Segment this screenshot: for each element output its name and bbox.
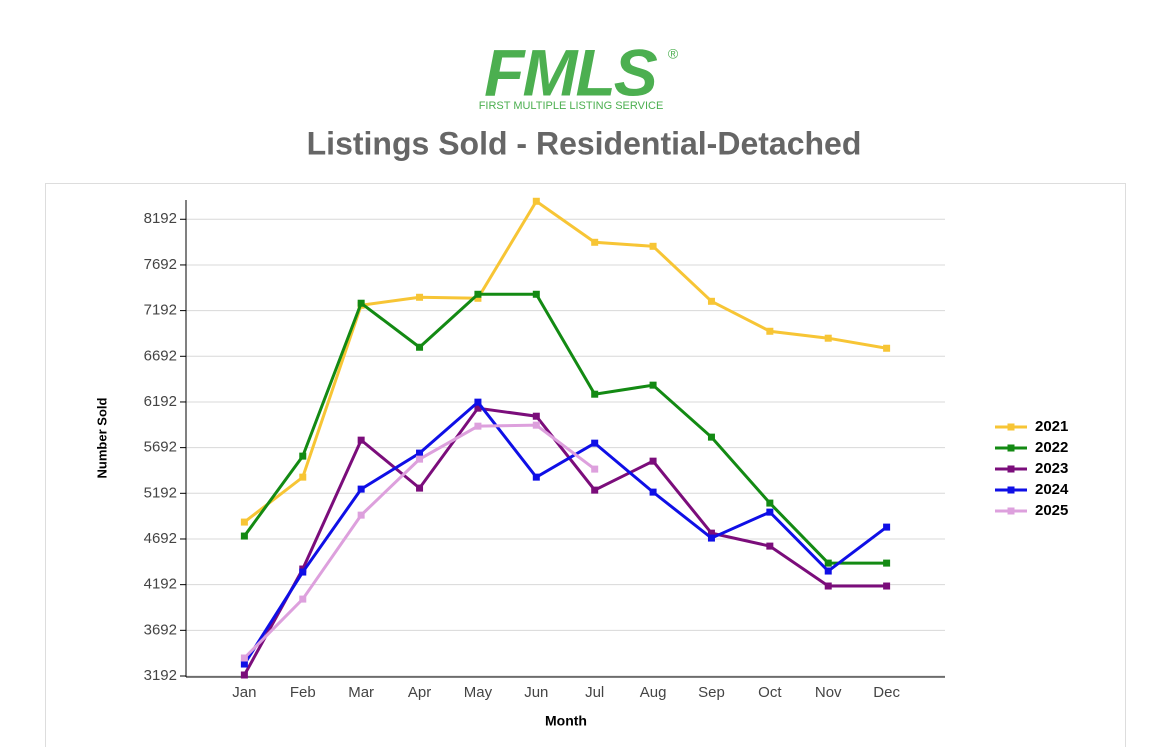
logo-mark: ®	[668, 46, 679, 62]
point	[591, 465, 599, 473]
legend-marker	[1007, 465, 1015, 473]
x-tick-label: Oct	[758, 684, 782, 701]
series-line	[243, 399, 888, 665]
point	[299, 595, 307, 603]
point	[883, 523, 891, 531]
point	[240, 671, 248, 679]
point	[474, 422, 482, 430]
point	[591, 439, 599, 447]
point	[299, 452, 307, 460]
x-tick-label: Jun	[524, 684, 548, 701]
point	[824, 334, 832, 342]
point	[707, 297, 715, 305]
x-tick-label: Nov	[815, 684, 842, 701]
chart-frame	[45, 183, 1126, 752]
chart-title: Listings Sold - Residential-Detached	[307, 125, 862, 161]
point	[416, 449, 424, 457]
point	[532, 290, 540, 298]
point	[649, 457, 657, 465]
legend-label: 2022	[1035, 439, 1068, 456]
y-tick-label: 5692	[144, 439, 177, 456]
point	[883, 559, 891, 567]
y-tick-label: 3192	[144, 667, 177, 684]
logo-tagline: FIRST MULTIPLE LISTING SERVICE	[479, 100, 664, 112]
x-tick-label: Feb	[290, 684, 316, 701]
point	[532, 473, 540, 481]
point	[649, 242, 657, 250]
y-tick-label: 4692	[144, 530, 177, 547]
point	[532, 412, 540, 420]
point	[707, 534, 715, 542]
point	[357, 511, 365, 519]
point	[707, 433, 715, 441]
y-tick-label: 8192	[144, 210, 177, 227]
point	[474, 398, 482, 406]
point	[824, 559, 832, 567]
point	[416, 343, 424, 351]
point	[416, 455, 424, 463]
y-axis-label: Number Sold	[94, 397, 109, 478]
legend-label: 2021	[1035, 418, 1068, 435]
point	[416, 484, 424, 492]
point	[883, 582, 891, 590]
point	[824, 567, 832, 575]
logo: FMLS	[484, 35, 658, 109]
point	[591, 238, 599, 246]
point	[766, 499, 774, 507]
point	[532, 197, 540, 205]
point	[357, 436, 365, 444]
x-tick-label: Aug	[640, 684, 667, 701]
legend-label: 2023	[1035, 460, 1068, 477]
series-line	[243, 406, 887, 676]
point	[357, 299, 365, 307]
legend-marker	[1007, 507, 1015, 515]
point	[883, 344, 891, 352]
x-tick-label: Jul	[585, 684, 604, 701]
point	[416, 293, 424, 301]
point	[824, 582, 832, 590]
point	[766, 508, 774, 516]
point	[299, 568, 307, 576]
x-tick-label: Apr	[408, 684, 431, 701]
y-tick-label: 3692	[144, 621, 177, 638]
point	[474, 404, 482, 412]
y-tick-label: 5192	[144, 484, 177, 501]
point	[591, 486, 599, 494]
x-tick-label: Dec	[873, 684, 900, 701]
legend-marker	[1007, 423, 1015, 431]
x-tick-label: May	[464, 684, 493, 701]
point	[299, 473, 307, 481]
y-tick-label: 6692	[144, 347, 177, 364]
legend-marker	[1007, 486, 1015, 494]
point	[766, 542, 774, 550]
point	[649, 381, 657, 389]
y-tick-label: 6192	[144, 393, 177, 410]
legend-marker	[1007, 444, 1015, 452]
point	[766, 327, 774, 335]
point	[707, 529, 715, 537]
point	[240, 654, 248, 662]
x-tick-label: Mar	[348, 684, 374, 701]
point	[591, 390, 599, 398]
point	[357, 485, 365, 493]
point	[532, 421, 540, 429]
point	[240, 518, 248, 526]
series-line	[243, 292, 887, 565]
point	[240, 660, 248, 668]
point	[240, 532, 248, 540]
legend-label: 2024	[1035, 481, 1069, 498]
y-tick-label: 7692	[144, 256, 177, 273]
x-tick-label: Jan	[232, 684, 256, 701]
y-tick-label: 7192	[144, 302, 177, 319]
point	[649, 488, 657, 496]
point	[474, 290, 482, 298]
x-tick-label: Sep	[698, 684, 725, 701]
legend-label: 2025	[1035, 502, 1068, 519]
point	[474, 294, 482, 302]
series-line	[243, 199, 887, 524]
x-axis-label: Month	[545, 713, 587, 729]
y-tick-label: 4192	[144, 576, 177, 593]
